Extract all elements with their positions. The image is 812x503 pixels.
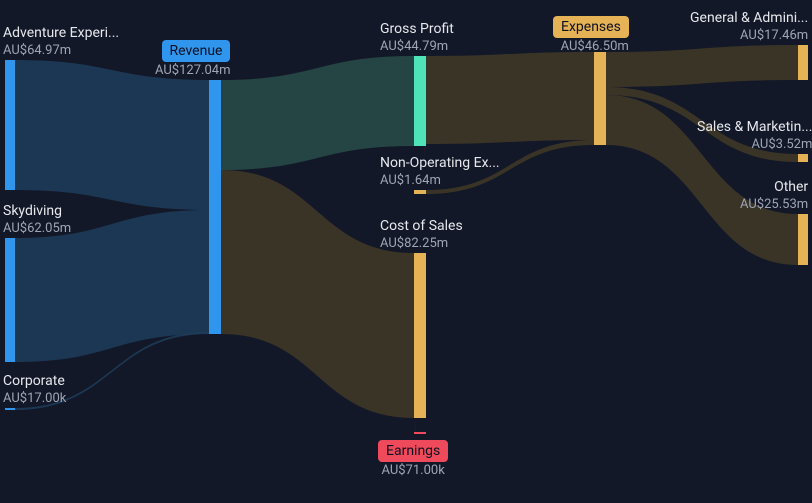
label-value-sm: AU$3.52m — [697, 136, 812, 153]
label-group-nonop: Non-Operating Ex...AU$1.64m — [380, 154, 500, 189]
label-value-expenses: AU$46.50m — [553, 38, 629, 55]
sankey-node-revenue[interactable] — [209, 80, 221, 334]
label-title-ga[interactable]: General & Admini... — [690, 9, 808, 27]
label-group-adventure: Adventure Experi...AU$64.97m — [3, 24, 119, 59]
sankey-link-adventure-revenue — [15, 60, 209, 210]
sankey-node-earnings[interactable] — [414, 432, 426, 434]
label-title-cos[interactable]: Cost of Sales — [380, 217, 463, 235]
label-title-other[interactable]: Other — [740, 178, 808, 196]
label-value-adventure: AU$64.97m — [3, 42, 119, 59]
label-title-sm[interactable]: Sales & Marketin... — [697, 118, 812, 136]
sankey-node-cos[interactable] — [414, 253, 426, 418]
label-value-other: AU$25.53m — [740, 196, 808, 213]
label-title-adventure[interactable]: Adventure Experi... — [3, 24, 119, 42]
sankey-node-sm[interactable] — [798, 154, 808, 162]
label-title-corporate[interactable]: Corporate — [3, 372, 66, 390]
label-value-ga: AU$17.46m — [690, 27, 808, 44]
sankey-node-adventure[interactable] — [5, 60, 15, 190]
sankey-link-revenue-cos — [221, 170, 414, 418]
label-group-other: OtherAU$25.53m — [740, 178, 808, 213]
label-value-nonop: AU$1.64m — [380, 172, 500, 189]
label-group-expenses: ExpensesAU$46.50m — [553, 16, 629, 55]
sankey-node-gross[interactable] — [414, 56, 426, 146]
sankey-node-other[interactable] — [798, 214, 808, 265]
label-group-sm: Sales & Marketin...AU$3.52m — [697, 118, 812, 153]
label-value-revenue: AU$127.04m — [155, 62, 230, 79]
label-group-revenue: RevenueAU$127.04m — [155, 40, 230, 79]
label-group-gross: Gross ProfitAU$44.79m — [380, 20, 454, 55]
sankey-link-gross-expenses — [426, 52, 594, 144]
sankey-node-nonop[interactable] — [414, 190, 426, 194]
sankey-link-revenue-gross — [221, 56, 414, 170]
label-group-ga: General & Admini...AU$17.46m — [690, 9, 808, 44]
label-group-corporate: CorporateAU$17.00k — [3, 372, 66, 407]
label-group-earnings: EarningsAU$71.00k — [378, 440, 448, 479]
label-title-expenses[interactable]: Expenses — [553, 16, 629, 38]
label-title-revenue[interactable]: Revenue — [162, 40, 231, 62]
sankey-node-corporate[interactable] — [5, 408, 15, 410]
label-value-gross: AU$44.79m — [380, 38, 454, 55]
label-title-skydiving[interactable]: Skydiving — [3, 202, 71, 220]
sankey-node-expenses[interactable] — [594, 52, 606, 145]
label-title-nonop[interactable]: Non-Operating Ex... — [380, 154, 500, 172]
label-value-corporate: AU$17.00k — [3, 390, 66, 407]
label-group-skydiving: SkydivingAU$62.05m — [3, 202, 71, 237]
label-value-skydiving: AU$62.05m — [3, 220, 71, 237]
sankey-link-expenses-ga — [606, 45, 798, 87]
sankey-node-skydiving[interactable] — [5, 238, 15, 362]
label-title-earnings[interactable]: Earnings — [378, 440, 448, 462]
label-value-earnings: AU$71.00k — [378, 462, 448, 479]
label-value-cos: AU$82.25m — [380, 235, 463, 252]
label-title-gross[interactable]: Gross Profit — [380, 20, 454, 38]
label-group-cos: Cost of SalesAU$82.25m — [380, 217, 463, 252]
sankey-node-ga[interactable] — [798, 45, 808, 80]
